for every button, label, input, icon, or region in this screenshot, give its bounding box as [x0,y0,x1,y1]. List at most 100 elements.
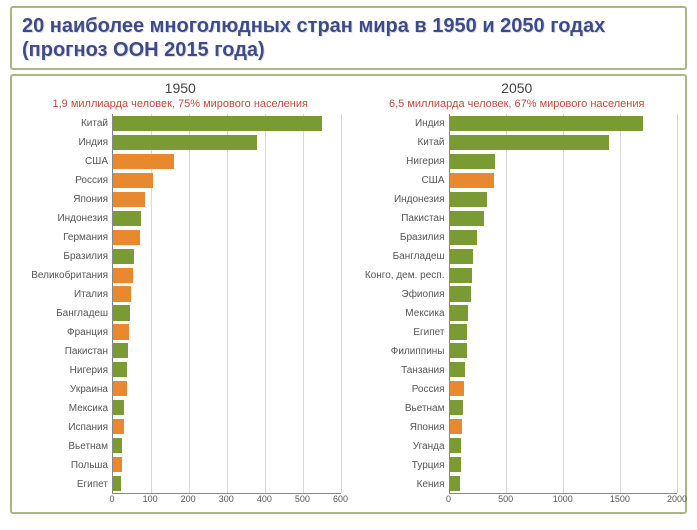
x-tick-label: 1000 [553,494,573,504]
x-tick-label: 0 [446,494,451,504]
plot-area: ИндияКитайНигерияСШАИндонезияПакистанБра… [357,114,678,494]
x-tick-label: 500 [295,494,310,504]
category-label: Бангладеш [20,304,108,323]
x-tick-label: 0 [109,494,114,504]
bar [450,286,472,301]
plot-area: КитайИндияСШАРоссияЯпонияИндонезияГерман… [20,114,341,494]
bar [450,343,467,358]
bar-row [113,133,341,152]
bar-row [450,341,678,360]
bar [450,438,462,453]
bar-row [450,152,678,171]
category-label: Франция [20,323,108,342]
x-tick-label: 200 [181,494,196,504]
bar-row [113,304,341,323]
bar [113,419,124,434]
panel-subtitle: 1,9 миллиарда человек, 75% мирового насе… [20,98,341,110]
bar [113,173,153,188]
bar-row [450,228,678,247]
bar [113,457,122,472]
bar-row [450,474,678,493]
bar-row [113,171,341,190]
page-title: 20 наиболее многолюдных стран мира в 195… [22,14,675,62]
bar [450,419,463,434]
bar [450,268,473,283]
bar-row [113,341,341,360]
bar-row [450,247,678,266]
x-tick-label: 500 [498,494,513,504]
bar [113,135,257,150]
category-label: Кения [357,475,445,494]
category-label: Япония [20,190,108,209]
x-axis: 0500100015002000 [449,494,678,508]
x-tick-label: 300 [219,494,234,504]
x-tick-label: 600 [333,494,348,504]
bar-row [113,474,341,493]
category-label: Индия [357,114,445,133]
bar-row [113,114,341,133]
category-label: Китай [20,114,108,133]
bar [450,476,461,491]
bars [450,114,678,493]
bar [113,400,124,415]
bar [450,362,466,377]
x-axis: 0100200300400500600 [112,494,341,508]
bar [113,324,129,339]
category-label: Эфиопия [357,285,445,304]
bar-row [113,247,341,266]
bar [450,211,485,226]
bar [450,324,468,339]
bar [113,249,134,264]
bar-row [450,417,678,436]
category-label: Филиппины [357,342,445,361]
bar-row [113,190,341,209]
bar [450,381,465,396]
category-label: Китай [357,133,445,152]
x-tick-label: 1500 [610,494,630,504]
category-label: Украина [20,380,108,399]
bar-row [450,436,678,455]
bar [113,476,121,491]
category-label: Мексика [20,399,108,418]
bar [450,173,495,188]
category-label: Россия [357,380,445,399]
title-container: 20 наиболее многолюдных стран мира в 195… [10,6,687,70]
category-label: Уганда [357,437,445,456]
bar-row [113,455,341,474]
category-label: Германия [20,228,108,247]
category-label: США [357,171,445,190]
category-label: Вьетнам [20,437,108,456]
bar-row [450,133,678,152]
bar [113,343,128,358]
bar [450,135,609,150]
bar-row [450,379,678,398]
bar-row [450,209,678,228]
bar-row [113,228,341,247]
x-tick-label: 400 [257,494,272,504]
bar-row [113,379,341,398]
bar [113,286,131,301]
bar-row [113,209,341,228]
bars-area [112,114,341,494]
bar [113,192,145,207]
bars-area [449,114,678,494]
bar-row [113,266,341,285]
bars [113,114,341,493]
panel-subtitle: 6,5 миллиарда человек, 67% мирового насе… [357,98,678,110]
bar [113,381,127,396]
bar [113,305,130,320]
category-label: Мексика [357,304,445,323]
panel-2050: 2050 6,5 миллиарда человек, 67% мирового… [349,76,686,512]
bar [450,116,643,131]
bar-row [113,152,341,171]
bar-row [113,322,341,341]
bar [450,154,496,169]
category-label: Пакистан [357,209,445,228]
bar [450,249,473,264]
bar-row [113,436,341,455]
panel-year: 2050 [357,80,678,96]
category-label: Индия [20,133,108,152]
category-label: Бразилия [357,228,445,247]
panel-year: 1950 [20,80,341,96]
bar-row [450,398,678,417]
